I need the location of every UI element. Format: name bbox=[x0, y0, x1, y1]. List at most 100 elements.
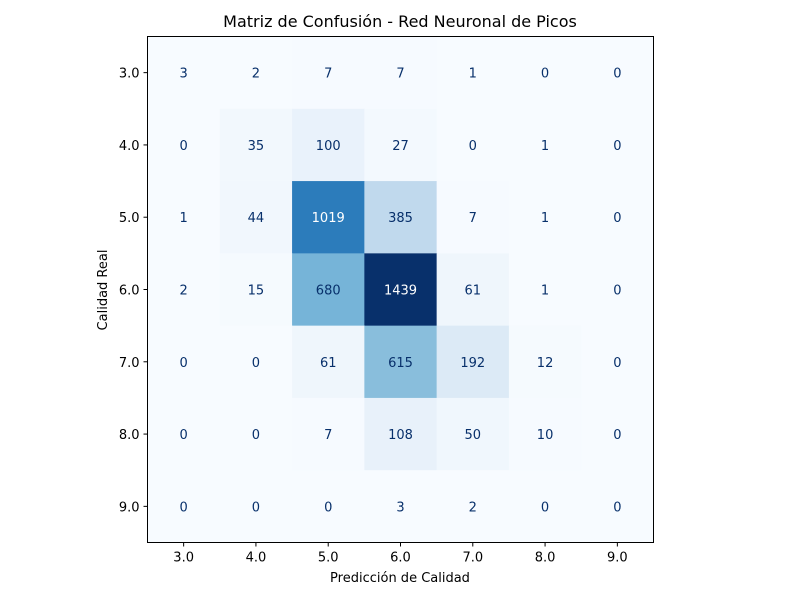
heatmap-cell bbox=[581, 325, 654, 399]
heatmap-cell bbox=[436, 36, 510, 110]
heatmap-cell bbox=[508, 397, 582, 471]
heatmap-cell bbox=[436, 397, 510, 471]
cell-value-label: 61 bbox=[320, 356, 337, 371]
cell-value-label: 615 bbox=[388, 356, 413, 371]
heatmap-cell bbox=[292, 397, 365, 471]
y-tick-label: 6.0 bbox=[119, 284, 140, 299]
cell-value-label: 0 bbox=[252, 500, 260, 515]
cell-value-label: 0 bbox=[613, 67, 621, 82]
cell-value-label: 35 bbox=[248, 139, 265, 154]
cell-value-label: 1 bbox=[469, 67, 477, 82]
cell-value-label: 0 bbox=[180, 139, 188, 154]
x-axis-ticks: 3.0 4.0 5.0 6.0 7.0 8.0 9.0 bbox=[173, 542, 628, 566]
heatmap-cell bbox=[147, 397, 221, 471]
heatmap-cell bbox=[364, 470, 438, 543]
cell-value-label: 0 bbox=[613, 211, 621, 226]
cell-value-labels: 3 2 7 7 1 0 00 35 100 27 0 1 01 44 1019 385 7 1 02 15 680 143… bbox=[180, 67, 622, 516]
x-tick-label: 5.0 bbox=[318, 551, 339, 566]
heatmap-cell bbox=[292, 108, 365, 182]
cell-value-label: 1019 bbox=[312, 211, 345, 226]
heatmap-cell bbox=[219, 181, 293, 254]
heatmap-cell bbox=[219, 397, 293, 471]
cell-value-label: 27 bbox=[392, 139, 409, 154]
heatmap-cell bbox=[147, 108, 221, 182]
cell-value-label: 100 bbox=[316, 139, 341, 154]
chart-title: Matriz de Confusión - Red Neuronal de Pi… bbox=[223, 12, 577, 31]
heatmap-cell bbox=[292, 253, 365, 327]
y-axis-ticks: 3.0 4.0 5.0 6.0 7.0 8.0 9.0 bbox=[119, 67, 148, 515]
cell-value-label: 0 bbox=[541, 500, 549, 515]
heatmap-cell bbox=[364, 36, 438, 110]
cell-value-label: 0 bbox=[180, 356, 188, 371]
heatmap-cell bbox=[508, 253, 582, 327]
cell-value-label: 0 bbox=[324, 500, 332, 515]
y-tick-label: 3.0 bbox=[119, 67, 140, 82]
x-tick-label: 4.0 bbox=[246, 551, 267, 566]
heatmap-cell bbox=[364, 325, 438, 399]
y-tick-label: 9.0 bbox=[119, 500, 140, 515]
cell-value-label: 0 bbox=[469, 139, 477, 154]
heatmap-cell bbox=[292, 181, 365, 254]
heatmap-cell bbox=[364, 397, 438, 471]
cell-value-label: 0 bbox=[541, 67, 549, 82]
cell-value-label: 0 bbox=[613, 356, 621, 371]
cell-value-label: 2 bbox=[469, 500, 477, 515]
x-tick-label: 9.0 bbox=[607, 551, 628, 566]
heatmap-cell bbox=[581, 397, 654, 471]
cell-value-label: 7 bbox=[396, 67, 404, 82]
y-tick-label: 7.0 bbox=[119, 356, 140, 371]
cell-value-label: 108 bbox=[388, 428, 413, 443]
cell-value-label: 50 bbox=[465, 428, 482, 443]
cell-value-label: 15 bbox=[248, 284, 265, 299]
cell-value-label: 0 bbox=[252, 428, 260, 443]
cell-value-label: 1 bbox=[541, 139, 549, 154]
cell-value-label: 385 bbox=[388, 211, 413, 226]
cell-value-label: 0 bbox=[613, 284, 621, 299]
cell-value-label: 680 bbox=[316, 284, 341, 299]
cell-value-label: 3 bbox=[396, 500, 404, 515]
heatmap-cell bbox=[147, 470, 221, 543]
heatmap-cell bbox=[581, 108, 654, 182]
heatmap-cell bbox=[436, 325, 510, 399]
cell-value-label: 2 bbox=[252, 67, 260, 82]
heatmap-cell bbox=[581, 470, 654, 543]
heatmap-cell bbox=[219, 470, 293, 543]
heatmap-cell bbox=[581, 36, 654, 110]
cell-value-label: 7 bbox=[324, 67, 332, 82]
heatmap-cell bbox=[219, 108, 293, 182]
heatmap-cell bbox=[508, 470, 582, 543]
x-tick-label: 3.0 bbox=[173, 551, 194, 566]
cell-value-label: 10 bbox=[537, 428, 554, 443]
heatmap-cell bbox=[581, 253, 654, 327]
heatmap-cell bbox=[219, 325, 293, 399]
y-tick-label: 5.0 bbox=[119, 211, 140, 226]
heatmap-cell bbox=[292, 470, 365, 543]
x-tick-label: 8.0 bbox=[535, 551, 556, 566]
cell-value-label: 1 bbox=[180, 211, 188, 226]
heatmap-cell bbox=[292, 325, 365, 399]
y-axis-label: Calidad Real bbox=[96, 250, 111, 331]
heatmap-cell bbox=[292, 36, 365, 110]
heatmap-cell bbox=[147, 325, 221, 399]
heatmap-cell bbox=[436, 181, 510, 254]
cell-value-label: 7 bbox=[469, 211, 477, 226]
cell-value-label: 7 bbox=[324, 428, 332, 443]
heatmap-cell bbox=[147, 181, 221, 254]
cell-value-label: 192 bbox=[460, 356, 485, 371]
cell-value-label: 0 bbox=[613, 139, 621, 154]
heatmap-cell bbox=[436, 108, 510, 182]
heatmap-cell bbox=[219, 36, 293, 110]
cell-value-label: 0 bbox=[613, 428, 621, 443]
cell-value-label: 0 bbox=[180, 428, 188, 443]
heatmap-cell bbox=[581, 181, 654, 254]
cell-value-label: 1439 bbox=[384, 284, 417, 299]
heatmap-cell bbox=[508, 181, 582, 254]
cell-value-label: 1 bbox=[541, 211, 549, 226]
cell-value-label: 61 bbox=[465, 284, 482, 299]
y-tick-label: 4.0 bbox=[119, 139, 140, 154]
heatmap-cell bbox=[364, 181, 438, 254]
cell-value-label: 3 bbox=[180, 67, 188, 82]
heatmap-cell bbox=[508, 108, 582, 182]
